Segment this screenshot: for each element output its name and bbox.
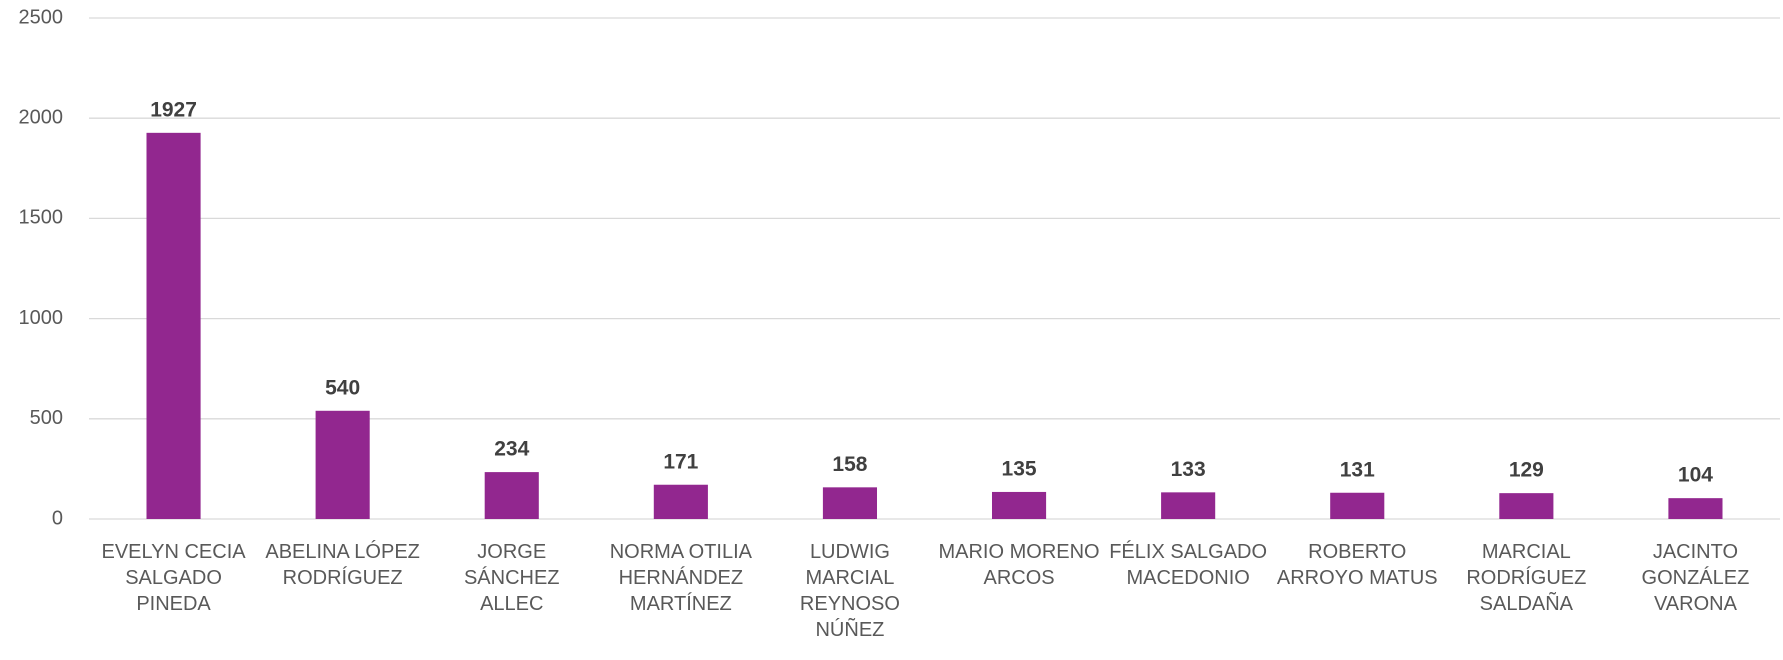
y-tick-label: 1500 — [19, 207, 64, 229]
y-tick-label: 2500 — [19, 6, 64, 28]
data-label: 171 — [663, 450, 698, 473]
data-label: 234 — [494, 438, 529, 461]
data-label: 133 — [1171, 458, 1206, 481]
bar — [1161, 492, 1216, 519]
x-tick-label: JACINTO GONZÁLEZ VARONA — [1641, 541, 1750, 615]
x-tick-label: FÉLIX SALGADO MACEDONIO — [1109, 541, 1268, 589]
x-tick-label: ROBERTO ARROYO MATUS — [1276, 541, 1438, 589]
data-label: 158 — [832, 453, 867, 476]
x-tick-label: MARCIAL RODRÍGUEZ SALDAÑA — [1466, 541, 1587, 615]
y-tick-label: 500 — [30, 407, 63, 429]
data-label: 540 — [325, 376, 360, 399]
bar — [1499, 493, 1554, 519]
x-tick-label: NORMA OTILIA HERNÁNDEZ MARTÍNEZ — [609, 541, 752, 615]
bar — [1330, 492, 1385, 519]
y-tick-label: 2000 — [19, 106, 64, 128]
y-tick-label: 1000 — [19, 307, 64, 329]
x-tick-label: ABELINA LÓPEZ RODRÍGUEZ — [265, 541, 420, 589]
data-label: 104 — [1678, 464, 1713, 487]
bar — [991, 491, 1047, 519]
data-label: 1927 — [150, 98, 197, 121]
bar — [484, 472, 539, 519]
bar — [1668, 498, 1723, 519]
bar — [146, 132, 201, 519]
bar — [315, 410, 370, 519]
data-label: 131 — [1340, 458, 1375, 481]
bar — [653, 484, 708, 519]
x-tick-label: EVELYN CECIA SALGADO PINEDA — [101, 541, 246, 615]
data-label: 135 — [1002, 457, 1037, 480]
x-tick-label: JORGE SÁNCHEZ ALLEC — [463, 541, 560, 615]
bar — [822, 487, 878, 519]
data-label: 129 — [1509, 459, 1544, 482]
x-tick-label: MARIO MORENO ARCOS — [938, 541, 1100, 589]
y-tick-label: 0 — [52, 507, 63, 529]
x-tick-label: LUDWIG MARCIAL REYNOSO NÚÑEZ — [799, 541, 900, 641]
